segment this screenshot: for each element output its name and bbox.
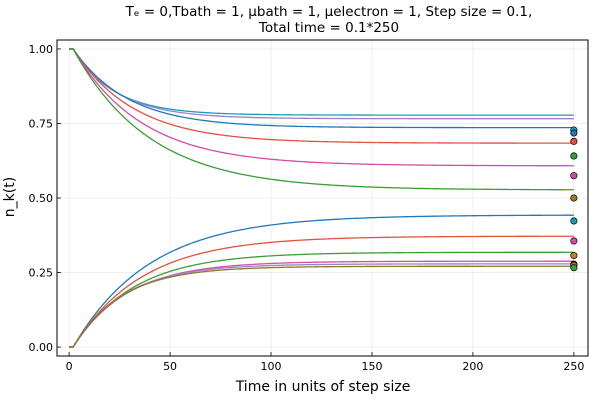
x-axis-label: Time in units of step size (235, 379, 411, 395)
series-line-5 (69, 48, 574, 167)
chart-title-line2: Total time = 0.1*250 (258, 20, 399, 36)
series-line-10 (69, 260, 574, 348)
y-tick-label: 0.75 (29, 117, 54, 130)
series-line-4 (69, 48, 574, 144)
y-tick-label: 0.50 (29, 192, 54, 205)
y-tick-label: 1.00 (29, 43, 54, 56)
y-tick-label: 0.25 (29, 267, 54, 280)
final-marker-4 (570, 152, 578, 160)
x-tick-label: 200 (462, 360, 483, 373)
final-marker-9 (570, 251, 578, 260)
final-marker-3 (570, 137, 578, 145)
x-tick-label: 150 (361, 360, 382, 373)
final-marker-5 (570, 172, 578, 180)
axis-ticks: 0 50 100 150 200 250 0.00 0.25 0.50 0.75 1.00 (29, 43, 585, 373)
series-line-2 (69, 48, 574, 120)
series-lines (69, 48, 574, 348)
series-line-6 (69, 48, 574, 191)
final-marker-2 (570, 129, 578, 137)
x-tick-label: 50 (163, 360, 177, 373)
grid (57, 40, 588, 356)
series-line-3 (69, 48, 574, 129)
series-line-12 (69, 265, 574, 348)
series-line-8 (69, 235, 574, 348)
series-line-7 (69, 214, 574, 348)
final-value-markers (570, 126, 578, 272)
final-marker-7 (570, 217, 578, 225)
series-line-9 (69, 251, 574, 348)
y-tick-label: 0.00 (29, 341, 54, 354)
final-marker-8 (570, 237, 578, 245)
series-line-11 (69, 263, 574, 348)
y-axis-label: n_k(t) (2, 177, 18, 217)
series-line-1 (69, 48, 574, 116)
chart-title-line1: Tₑ = 0,Tbath = 1, μbath = 1, μelectron =… (125, 4, 533, 20)
final-marker-6 (570, 194, 578, 202)
x-tick-label: 100 (261, 360, 282, 373)
x-tick-label: 0 (66, 360, 73, 373)
final-marker-12 (570, 264, 578, 272)
x-tick-label: 250 (563, 360, 584, 373)
